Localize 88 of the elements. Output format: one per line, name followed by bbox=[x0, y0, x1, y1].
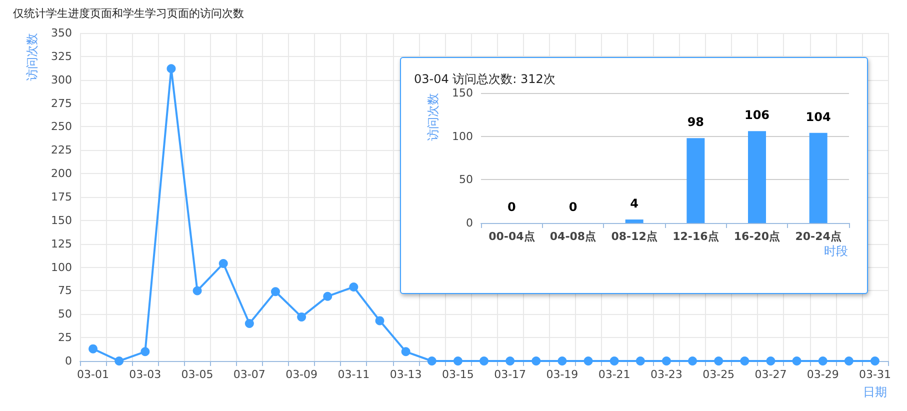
point bbox=[714, 356, 724, 366]
y-tick-label: 75 bbox=[58, 284, 72, 298]
chart-title: 仅统计学生进度页面和学生学习页面的访问次数 bbox=[13, 7, 244, 20]
y-tick-label: 300 bbox=[51, 73, 72, 86]
point bbox=[192, 286, 202, 296]
point bbox=[610, 356, 619, 366]
x-tick-label: 08-12点 bbox=[611, 230, 658, 243]
point bbox=[818, 356, 828, 366]
y-tick-label: 25 bbox=[58, 331, 72, 344]
x-tick-label: 03-01 bbox=[77, 368, 110, 381]
y-tick-label: 325 bbox=[51, 50, 72, 63]
y-tick-label: 100 bbox=[51, 260, 72, 274]
point bbox=[766, 356, 776, 366]
point bbox=[114, 356, 124, 366]
x-tick-label: 03-09 bbox=[286, 368, 318, 381]
point bbox=[532, 356, 541, 366]
data-label: 0 bbox=[568, 200, 578, 214]
point bbox=[740, 356, 750, 366]
x-tick-label: 03-05 bbox=[181, 368, 214, 381]
bar bbox=[809, 132, 828, 223]
data-label: 0 bbox=[507, 200, 516, 214]
chart-title: 03-04 访问总次数: 312次 bbox=[414, 72, 556, 86]
x-tick-label: 03-25 bbox=[702, 368, 735, 381]
bar bbox=[686, 138, 705, 223]
point bbox=[870, 356, 880, 366]
point bbox=[88, 344, 98, 354]
y-tick-label: 225 bbox=[51, 144, 72, 157]
y-tick-label: 275 bbox=[51, 96, 72, 110]
bar bbox=[748, 131, 766, 223]
y-tick-label: 50 bbox=[58, 308, 72, 321]
x-axis-title: 时段 bbox=[824, 244, 848, 258]
y-tick-label: 150 bbox=[452, 86, 473, 100]
point bbox=[636, 356, 645, 366]
x-tick-label: 03-31 bbox=[858, 368, 891, 381]
x-tick-label: 03-07 bbox=[233, 368, 266, 381]
x-tick-label: 03-29 bbox=[806, 368, 839, 381]
point bbox=[323, 292, 332, 301]
point bbox=[662, 356, 671, 366]
data-label: 98 bbox=[687, 115, 704, 130]
y-axis-title: 访问次数 bbox=[426, 93, 440, 141]
bar bbox=[625, 220, 644, 223]
x-tick-label: 03-27 bbox=[754, 368, 787, 381]
y-tick-label: 0 bbox=[466, 216, 473, 230]
point bbox=[584, 356, 593, 366]
point bbox=[218, 259, 228, 268]
point bbox=[844, 356, 854, 366]
x-tick-label: 03-17 bbox=[494, 368, 526, 381]
point bbox=[558, 356, 567, 366]
y-tick-label: 100 bbox=[452, 130, 473, 143]
x-tick-label: 20-24点 bbox=[795, 230, 842, 243]
y-axis-title: 访问次数 bbox=[25, 33, 39, 81]
point bbox=[427, 356, 436, 366]
x-tick-label: 03-15 bbox=[442, 368, 474, 381]
x-tick-label: 16-20点 bbox=[734, 230, 780, 243]
data-label: 106 bbox=[744, 108, 770, 122]
x-axis-title: 日期 bbox=[863, 385, 887, 399]
y-tick-label: 150 bbox=[51, 214, 72, 227]
x-tick-label: 04-08点 bbox=[550, 230, 596, 243]
x-tick-label: 03-11 bbox=[338, 368, 370, 381]
point bbox=[480, 356, 488, 366]
x-tick-label: 03-13 bbox=[390, 368, 422, 381]
y-tick-label: 175 bbox=[51, 190, 72, 204]
point bbox=[792, 356, 802, 366]
x-tick-label: 03-03 bbox=[129, 368, 162, 381]
point bbox=[349, 282, 358, 292]
point bbox=[453, 356, 462, 366]
point bbox=[166, 64, 176, 74]
y-tick-label: 250 bbox=[51, 120, 72, 134]
point bbox=[297, 312, 306, 322]
y-tick-label: 350 bbox=[51, 26, 72, 40]
data-label: 4 bbox=[630, 196, 639, 211]
point bbox=[375, 316, 384, 326]
y-tick-label: 0 bbox=[65, 354, 72, 368]
point bbox=[506, 356, 515, 366]
y-tick-label: 200 bbox=[51, 167, 72, 180]
x-tick-label: 03-19 bbox=[546, 368, 578, 381]
point bbox=[140, 347, 150, 356]
x-tick-label: 00-04点 bbox=[488, 230, 535, 243]
x-tick-label: 03-23 bbox=[650, 368, 682, 381]
point bbox=[244, 319, 254, 328]
x-tick-label: 12-16点 bbox=[672, 230, 719, 243]
y-tick-label: 125 bbox=[51, 237, 72, 250]
x-tick-label: 03-21 bbox=[598, 368, 630, 381]
y-tick-label: 50 bbox=[459, 173, 473, 186]
point bbox=[270, 287, 280, 296]
data-label: 104 bbox=[806, 110, 831, 124]
point bbox=[688, 356, 698, 366]
point bbox=[401, 347, 410, 356]
